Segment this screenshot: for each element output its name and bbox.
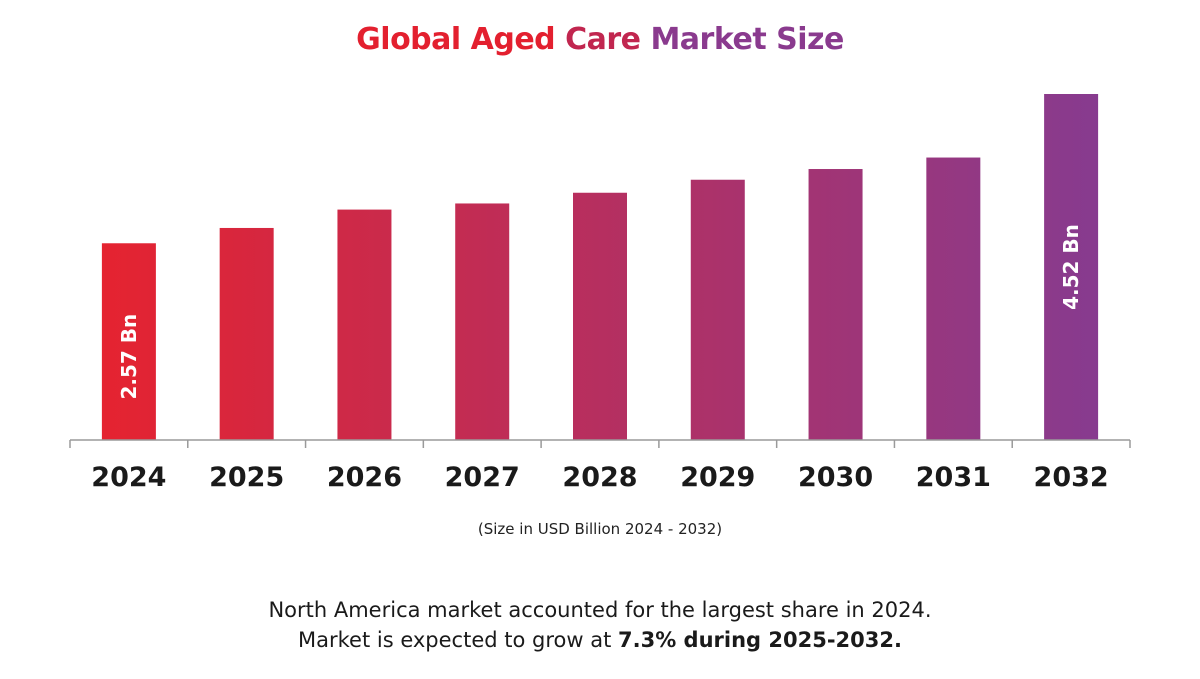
x-tick-label-2027: 2027 — [445, 462, 520, 493]
x-tick-label-2025: 2025 — [209, 462, 284, 493]
chart-title-part-2: Care — [565, 22, 641, 57]
bar-2025 — [219, 227, 274, 440]
x-axis — [69, 439, 1131, 448]
x-tick-label-2031: 2031 — [916, 462, 991, 493]
bars-layer — [101, 94, 1099, 441]
data-label-2032: 4.52 Bn — [1059, 224, 1083, 310]
bar-2030 — [808, 169, 863, 440]
bar-2028 — [573, 192, 627, 440]
data-label-2024: 2.57 Bn — [117, 314, 141, 400]
x-tick-label-2026: 2026 — [327, 462, 402, 493]
bar-2032 — [1044, 94, 1099, 440]
bar-2031 — [926, 157, 981, 440]
bar-2024 — [101, 243, 156, 440]
x-tick-label-2032: 2032 — [1034, 462, 1109, 493]
bar-2029 — [690, 179, 745, 441]
x-tick-label-2028: 2028 — [562, 462, 637, 493]
chart-title-part-1: Global Aged — [356, 22, 556, 57]
bar-2026 — [337, 209, 392, 440]
footer-line-2: Market is expected to grow at 7.3% durin… — [0, 625, 1200, 655]
footer-line-2-prefix: Market is expected to grow at — [298, 628, 618, 652]
footer-line-2-highlight: 7.3% during 2025-2032. — [618, 628, 902, 652]
bar-2027 — [455, 203, 510, 440]
footer-line-1: North America market accounted for the l… — [268, 598, 932, 622]
x-tick-label-2030: 2030 — [798, 462, 873, 493]
chart-subtitle: (Size in USD Billion 2024 - 2032) — [477, 520, 723, 538]
x-tick-label-2024: 2024 — [91, 462, 166, 493]
chart-title: Global Aged Care Market Size — [0, 22, 1200, 57]
labels-layer: 2024 2.57 Bn 2025 2026 2027 2028 2029 2030 2031 2… — [91, 224, 1108, 493]
chart-title-part-3: Market Size — [650, 22, 844, 57]
footer-note: North America market accounted for the l… — [0, 595, 1200, 655]
x-tick-label-2029: 2029 — [680, 462, 755, 493]
